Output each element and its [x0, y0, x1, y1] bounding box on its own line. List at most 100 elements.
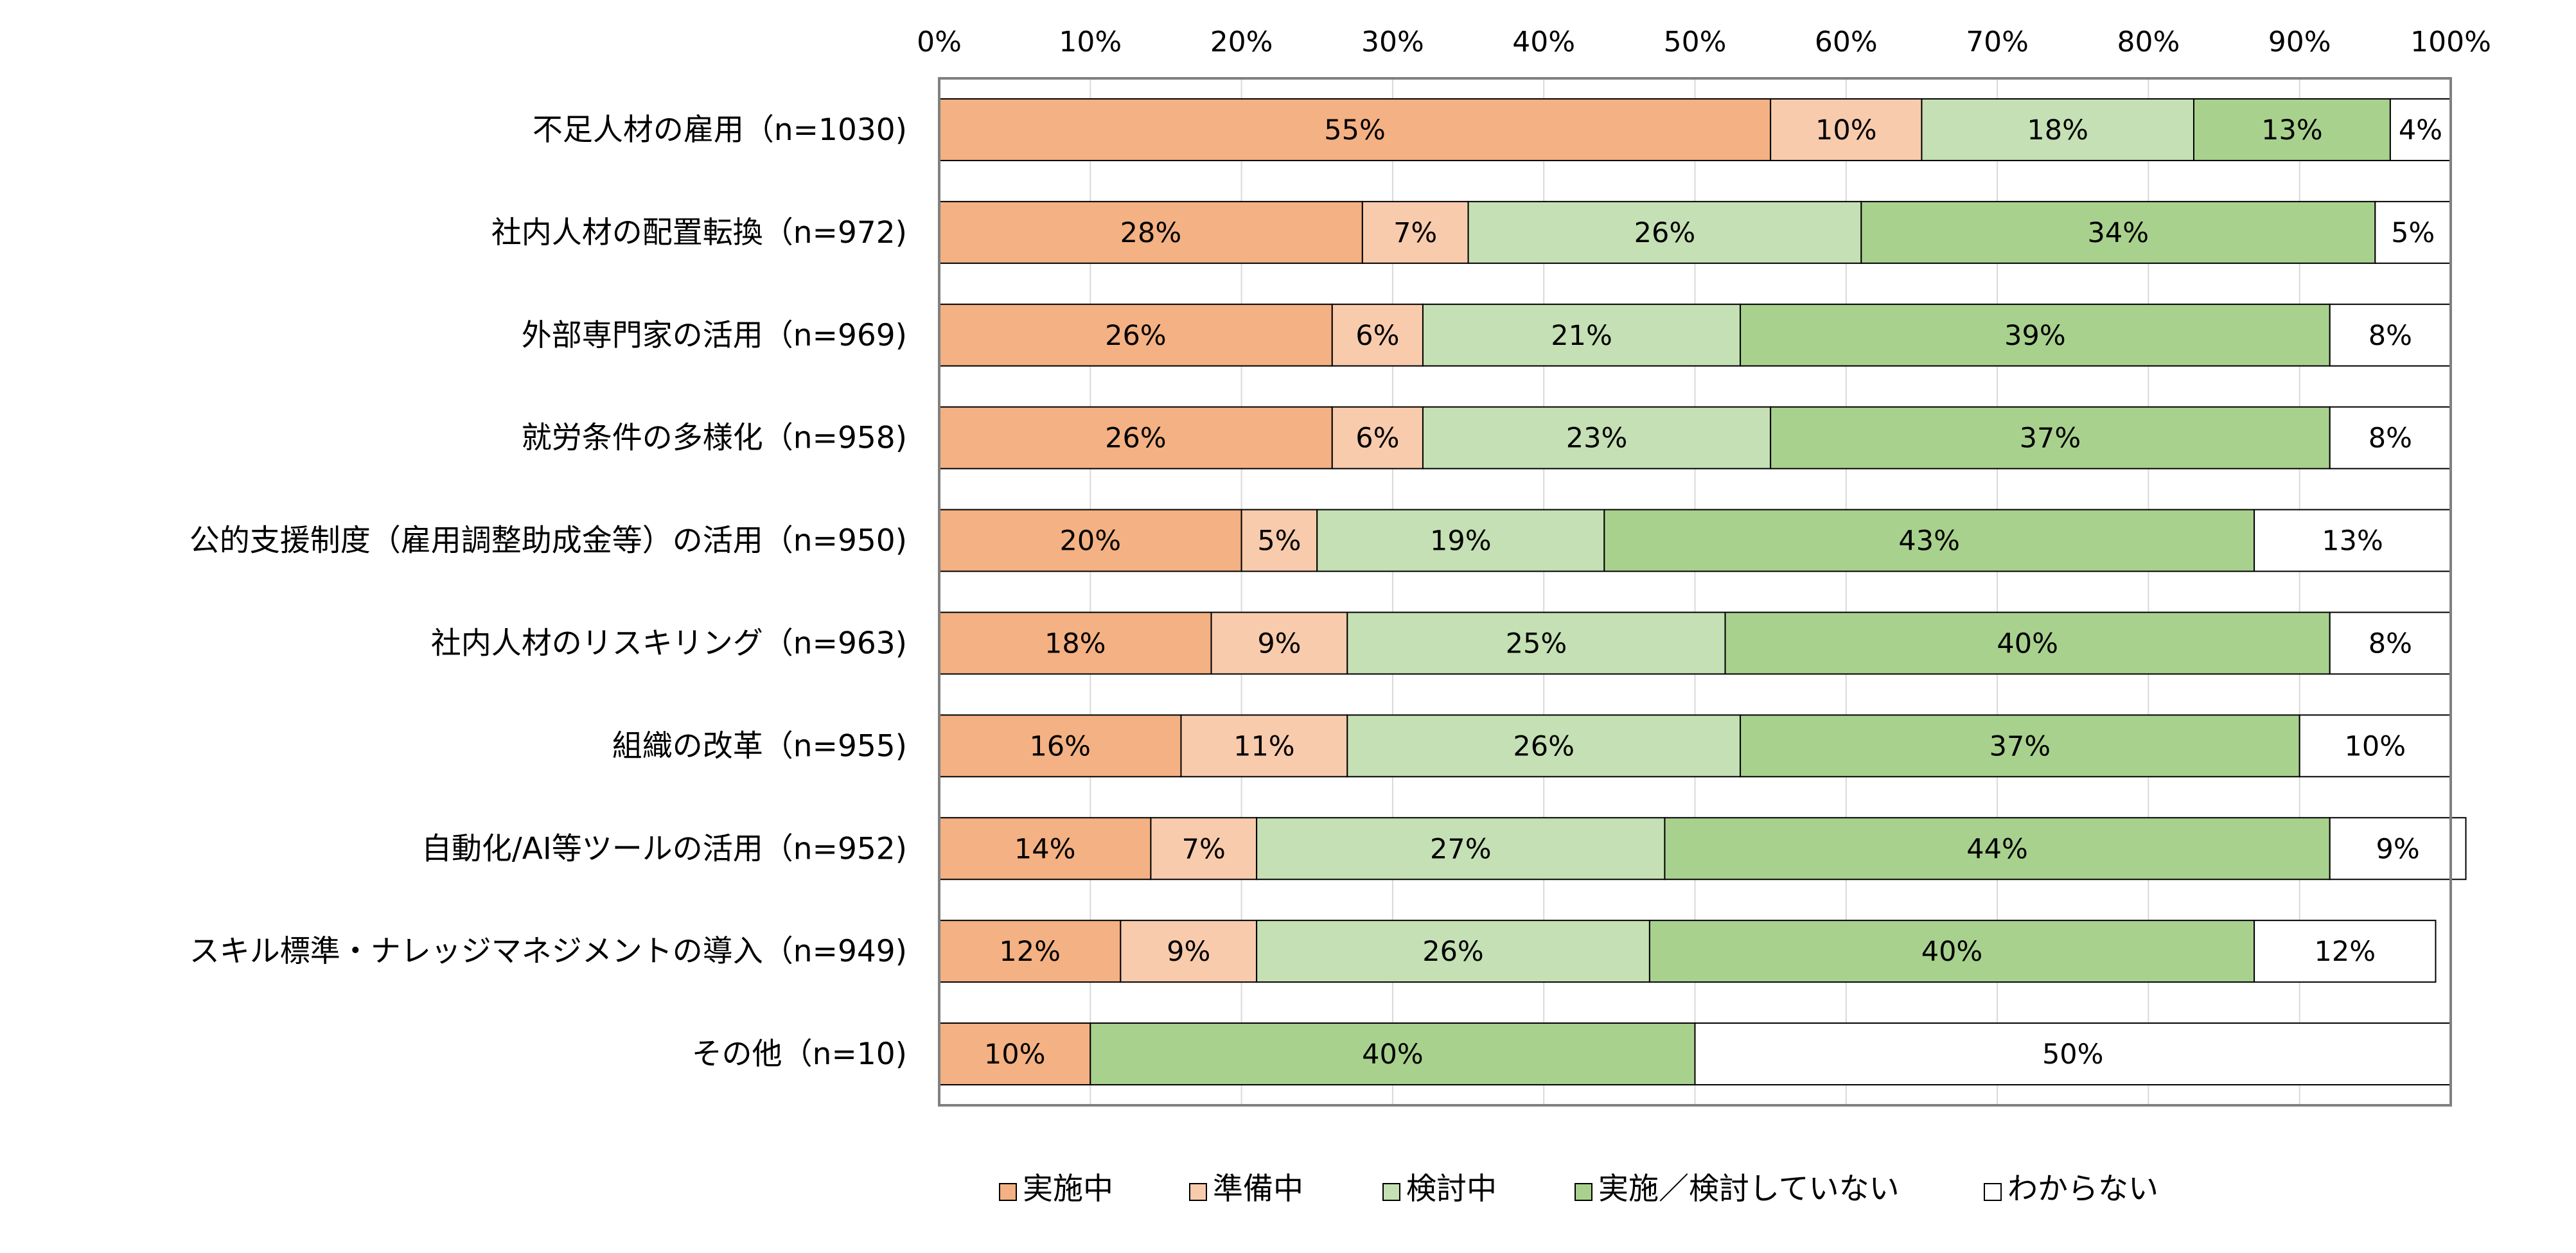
data-label: 7% [1393, 217, 1437, 249]
category-label: その他（n=10) [692, 1037, 907, 1072]
data-label: 18% [1045, 627, 1106, 660]
bar-segment [2298, 714, 2451, 778]
bar-segment [1346, 714, 1742, 778]
bar-segment [2389, 98, 2451, 161]
bar-segment [1120, 920, 1258, 983]
bar-segment [1150, 817, 1258, 881]
bar-segment [1361, 200, 1469, 264]
data-label: 9% [2376, 833, 2420, 865]
bar-segment [1256, 920, 1650, 983]
bar-segment [1331, 406, 1424, 469]
data-label: 26% [1513, 730, 1575, 762]
x-tick-label: 70% [1966, 26, 2029, 58]
data-label: 10% [1815, 114, 1877, 146]
legend-label: 実施／検討していない [1598, 1171, 1900, 1207]
data-label: 18% [2027, 114, 2088, 146]
legend-swatch [999, 1183, 1017, 1201]
category-label: 不足人材の雇用（n=1030) [533, 112, 907, 148]
category-label: スキル標準・ナレッジマネジメントの導入（n=949) [190, 934, 907, 969]
data-label: 23% [1566, 423, 1628, 455]
data-label: 12% [999, 936, 1061, 968]
labels-layer: 55% 10% 18% 13% 4% 28% 7% 26% 34% 5% 26% 6% 21% 39% 8%… [984, 114, 2442, 1071]
data-label: 37% [1989, 730, 2051, 762]
category-label: 社内人材のリスキリング（n=963) [431, 626, 907, 661]
bar-segment [2329, 303, 2452, 367]
bar-segment [1770, 406, 2331, 469]
x-tick-label: 30% [1361, 26, 1424, 58]
data-label: 8% [2369, 320, 2412, 352]
bar-segment [2374, 200, 2452, 264]
data-label: 13% [2261, 114, 2323, 146]
x-tick-label: 10% [1059, 26, 1122, 58]
data-label: 44% [1966, 833, 2028, 865]
bars-layer [939, 98, 2467, 1086]
legend-label: 実施中 [1023, 1171, 1113, 1207]
bar-segment [1740, 714, 2300, 778]
data-label: 10% [984, 1038, 1046, 1071]
plot-area-border [938, 77, 2452, 1107]
data-label: 5% [2391, 217, 2435, 249]
data-label: 12% [2315, 936, 2376, 968]
bar-segment [939, 1022, 1091, 1086]
bar-segment [1664, 817, 2331, 881]
data-label: 25% [1506, 627, 1567, 660]
bar-segment [1921, 98, 2194, 161]
data-label: 43% [1898, 525, 1960, 557]
data-label: 10% [2345, 730, 2406, 762]
data-label: 20% [1060, 525, 1122, 557]
bar-segment [1740, 303, 2331, 367]
bar-segment [1422, 303, 1742, 367]
bar-segment [1648, 920, 2255, 983]
legend-swatch [1382, 1183, 1400, 1201]
data-label: 26% [1422, 936, 1484, 968]
data-label: 9% [1257, 627, 1301, 660]
bar-segment [939, 817, 1152, 881]
bar-segment [2254, 509, 2452, 572]
category-label: 外部専門家の活用（n=969) [522, 318, 907, 353]
bar-segment [1346, 611, 1726, 675]
data-label: 55% [1324, 114, 1386, 146]
legend-swatch [1984, 1183, 2002, 1201]
data-label: 26% [1105, 320, 1167, 352]
legend-label: 検討中 [1406, 1171, 1497, 1207]
bar-segment [1210, 611, 1348, 675]
data-label: 40% [1997, 627, 2058, 660]
data-label: 4% [2399, 114, 2442, 146]
bar-segment [2192, 98, 2391, 161]
bar-segment [939, 200, 1363, 264]
bar-segment [2329, 611, 2452, 675]
data-label: 40% [1362, 1038, 1424, 1071]
category-label: 公的支援制度（雇用調整助成金等）の活用（n=950) [190, 523, 907, 559]
data-label: 19% [1430, 525, 1492, 557]
bar-segment [1694, 1022, 2451, 1086]
bar-segment [939, 303, 1333, 367]
x-tick-label: 100% [2410, 26, 2491, 58]
data-label: 7% [1182, 833, 1226, 865]
bar-segment [939, 406, 1333, 469]
data-label: 9% [1167, 936, 1210, 968]
legend-swatch [1189, 1183, 1207, 1201]
bar-segment [1256, 817, 1666, 881]
bar-segment [1240, 509, 1318, 572]
category-label: 組織の改革（n=955) [612, 728, 907, 764]
data-label: 40% [1921, 936, 1983, 968]
data-label: 26% [1105, 423, 1167, 455]
category-label: 社内人材の配置転換（n=972) [491, 215, 907, 250]
data-label: 13% [2322, 525, 2383, 557]
data-label: 37% [2020, 423, 2081, 455]
bar-segment [1422, 406, 1772, 469]
legend-label: 準備中 [1213, 1171, 1303, 1207]
legend-swatch [1575, 1183, 1592, 1201]
data-label: 8% [2369, 423, 2412, 455]
x-tick-label: 80% [2117, 26, 2180, 58]
x-tick-label: 60% [1815, 26, 1878, 58]
bar-segment [939, 509, 1242, 572]
data-label: 21% [1551, 320, 1612, 352]
legend-layer: 実施中 準備中 検討中 実施／検討していない わからない [999, 1171, 2158, 1207]
bar-segment [1180, 714, 1348, 778]
legend-label: わからない [2007, 1171, 2158, 1207]
data-label: 34% [2088, 217, 2149, 249]
x-tick-label: 40% [1512, 26, 1575, 58]
data-label: 16% [1029, 730, 1091, 762]
